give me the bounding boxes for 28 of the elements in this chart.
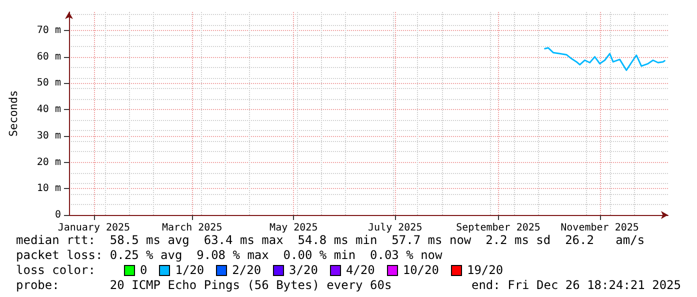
text: 0 — [140, 263, 148, 278]
y-tick-label: 40 m — [36, 104, 61, 116]
y-tick-label: 70 m — [36, 24, 61, 36]
text: loss color: — [16, 263, 96, 278]
text: 1/20 — [175, 263, 204, 278]
y-tick-label: 20 m — [36, 156, 61, 168]
text: 3/20 — [289, 263, 318, 278]
text: median rtt: 58.5 ms avg 63.4 ms max 54.8 ms min 57.7 ms now 2.2 ms sd 26.2 am/s — [16, 233, 645, 248]
text: end: Fri Dec 26 18:24:21 2025 — [471, 278, 681, 293]
y-tick-label: 30 m — [36, 130, 61, 142]
y-axis-title: Seconds — [7, 90, 20, 137]
y-tick-label: 0 — [54, 210, 61, 220]
x-tick-label: September 2025 — [456, 222, 540, 234]
text: packet loss: 0.25 % avg 9.08 % max 0.00 % min 0.03 % now — [16, 248, 442, 263]
text: probe: 20 ICMP Echo Pings (56 Bytes) every 60s — [16, 278, 392, 293]
text: 2/20 — [232, 263, 262, 278]
y-tick-label: 50 m — [36, 78, 61, 89]
x-tick-label: January 2025 — [58, 222, 130, 234]
x-tick-label: May 2025 — [270, 222, 318, 234]
y-tick-label: 60 m — [36, 51, 61, 62]
text: 10/20 — [402, 263, 439, 278]
text: 19/20 — [466, 263, 504, 278]
text: 4/20 — [346, 263, 375, 278]
line-series — [544, 47, 666, 72]
y-tick-label: 10 m — [36, 183, 61, 194]
x-tick-label: March 2025 — [162, 222, 222, 234]
x-tick-label: November 2025 — [560, 222, 639, 234]
x-tick-label: July 2025 — [368, 222, 422, 234]
